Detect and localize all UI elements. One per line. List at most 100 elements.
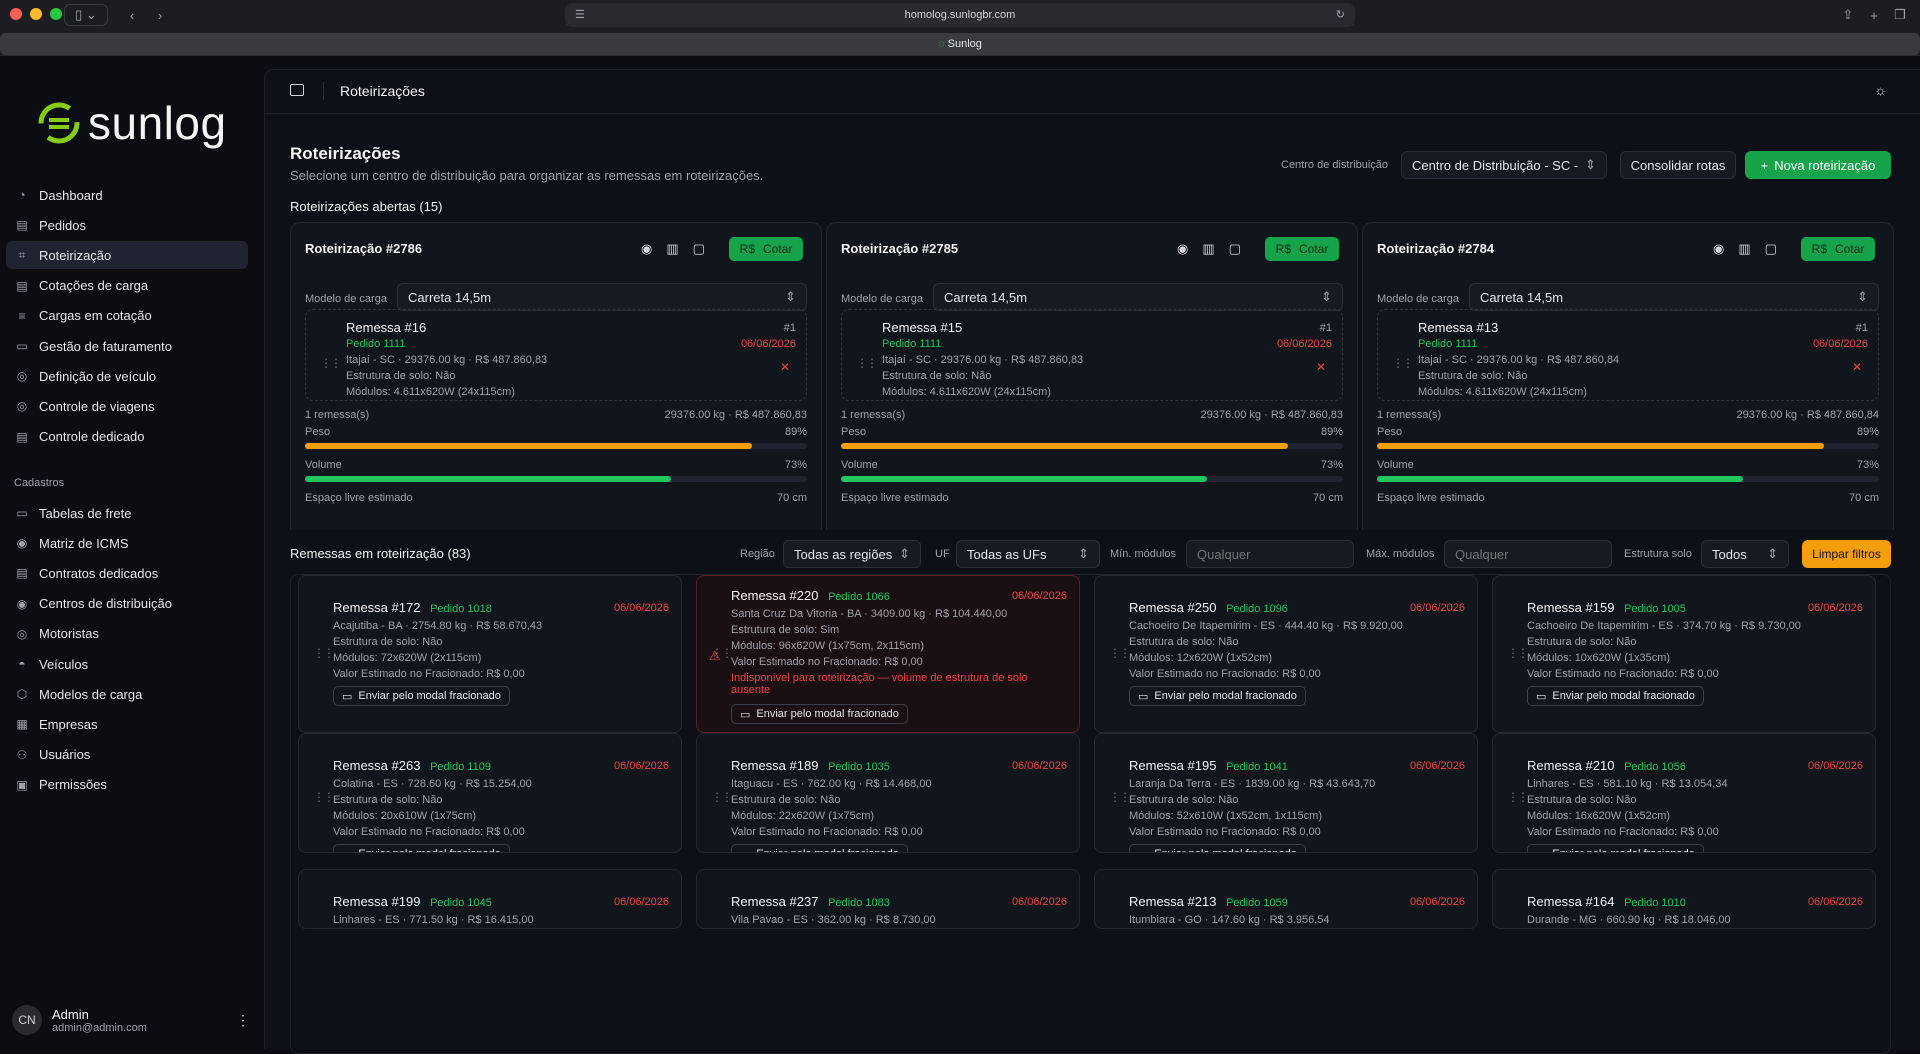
pedido-link[interactable]: Pedido 1035 (828, 761, 890, 773)
enviar-fracionado-button[interactable]: ▭ Enviar pelo modal fracionado (731, 844, 908, 852)
cd-select[interactable]: Centro de Distribuição - SC - ⇕ (1401, 151, 1607, 179)
enviar-fracionado-button[interactable]: ▭ Enviar pelo modal fracionado (1129, 686, 1306, 706)
drag-handle-icon[interactable]: ⋮⋮ (1109, 926, 1131, 928)
sidebar-item-usuarios[interactable]: ⚇ Usuários (6, 741, 248, 769)
cotar-button[interactable]: R$ Cotar (1265, 237, 1339, 261)
sidebar-item-cargas-em-cotacao[interactable]: ≡ Cargas em cotação (6, 302, 248, 330)
remessa-card[interactable]: ⋮⋮ Remessa #210 Pedido 1056 06/06/2026 L… (1492, 733, 1876, 853)
remove-icon[interactable]: ✕ (1315, 360, 1326, 374)
drag-handle-icon[interactable]: ⋮⋮ (1109, 790, 1131, 804)
remessa-card[interactable]: ⋮⋮ Remessa #250 Pedido 1096 06/06/2026 C… (1094, 575, 1478, 733)
new-tab-icon[interactable]: + (1870, 7, 1878, 23)
enviar-fracionado-button[interactable]: ▭ Enviar pelo modal fracionado (333, 686, 510, 706)
map-icon[interactable]: ▥ (666, 241, 679, 256)
close-window-button[interactable] (10, 8, 22, 20)
remove-icon[interactable]: ✕ (1851, 360, 1862, 374)
remessa-item[interactable]: ⋮⋮ Remessa #16 #1 Pedido 1111 06/06/2026… (305, 309, 807, 401)
enviar-fracionado-button[interactable]: ▭ Enviar pelo modal fracionado (1527, 686, 1704, 706)
drag-handle-icon[interactable]: ⋮⋮ (313, 790, 335, 804)
user-profile[interactable]: CN Admin admin@admin.com ⋮ (12, 1002, 250, 1038)
maximize-window-button[interactable] (50, 8, 62, 20)
enviar-fracionado-button[interactable]: ▭ Enviar pelo modal fracionado (731, 704, 908, 724)
remessa-card[interactable]: ⋮⋮ Remessa #237 Pedido 1083 06/06/2026 V… (696, 869, 1080, 929)
modelo-select[interactable]: Carreta 14,5m ⇕ (933, 283, 1343, 311)
max-modulos-input[interactable] (1444, 540, 1612, 568)
sidebar-item-modelos-de-carga[interactable]: ⬡ Modelos de carga (6, 680, 248, 708)
drag-handle-icon[interactable]: ⋮⋮ (1507, 790, 1529, 804)
consolidar-rotas-button[interactable]: Consolidar rotas (1620, 151, 1736, 179)
drag-handle-icon[interactable]: ⋮⋮ (1507, 926, 1529, 928)
pedido-link[interactable]: Pedido 1018 (430, 603, 492, 615)
drag-handle-icon[interactable]: ⋮⋮ (711, 790, 733, 804)
drag-handle-icon[interactable]: ⋮⋮ (313, 926, 335, 928)
tab-sunlog[interactable]: ◌ Sunlog (0, 33, 1920, 55)
remessa-card[interactable]: ⋮⋮ Remessa #263 Pedido 1109 06/06/2026 C… (298, 733, 682, 853)
drag-handle-icon[interactable]: ⋮⋮ (1507, 646, 1529, 660)
pedido-link[interactable]: Pedido 1010 (1624, 897, 1686, 909)
sidebar-item-controle-dedicado[interactable]: ▤ Controle dedicado (6, 423, 248, 451)
logo[interactable]: sunlog (36, 96, 227, 150)
remessa-card[interactable]: ⋮⋮ Remessa #159 Pedido 1005 06/06/2026 C… (1492, 575, 1876, 733)
tab-overview-icon[interactable]: ❐ (1894, 7, 1906, 22)
pedido-link[interactable]: Pedido 1005 (1624, 603, 1686, 615)
pedido-link[interactable]: Pedido 1066 (828, 591, 890, 603)
sidebar-toggle-icon[interactable]: ▯ ⌄ (64, 4, 108, 26)
minimize-window-button[interactable] (30, 8, 42, 20)
remessa-card[interactable]: ⋮⋮ Remessa #164 Pedido 1010 06/06/2026 D… (1492, 869, 1876, 929)
eye-icon[interactable]: ◉ (1177, 241, 1189, 256)
drag-handle-icon[interactable]: ⋮⋮ (1392, 356, 1414, 370)
remove-icon[interactable]: ✕ (779, 360, 790, 374)
remessa-card[interactable]: ⋮⋮ Remessa #213 Pedido 1059 06/06/2026 I… (1094, 869, 1478, 929)
cotar-button[interactable]: R$ Cotar (1801, 237, 1875, 261)
remessa-card[interactable]: ⋮⋮ Remessa #172 Pedido 1018 06/06/2026 A… (298, 575, 682, 733)
sidebar-item-gestao-de-faturamento[interactable]: ▭ Gestão de faturamento (6, 332, 248, 360)
remessa-item[interactable]: ⋮⋮ Remessa #15 #1 Pedido 1111 06/06/2026… (841, 309, 1343, 401)
drag-handle-icon[interactable]: ⋮⋮ (313, 646, 335, 660)
more-options-icon[interactable]: ⋮ (236, 1011, 250, 1028)
sidebar-item-veiculos[interactable]: ◓ Veículos (6, 650, 248, 678)
sidebar-item-definicao-de-veiculo[interactable]: ◎ Definição de veículo (6, 362, 248, 390)
sidebar-item-cotacoes-de-carga[interactable]: ▤ Cotações de carga (6, 272, 248, 300)
address-bar[interactable]: ☰ homolog.sunlogbr.com ↻ (565, 3, 1355, 27)
sidebar-item-tabelas-de-frete[interactable]: ▭ Tabelas de frete (6, 499, 248, 527)
estrutura-select[interactable]: Todos ⇕ (1701, 540, 1789, 568)
pedido-link[interactable]: Pedido 1111 (1418, 338, 1478, 350)
pedido-link[interactable]: Pedido 1083 (828, 897, 890, 909)
modelo-select[interactable]: Carreta 14,5m ⇕ (1469, 283, 1879, 311)
pedido-link[interactable]: Pedido 1096 (1226, 603, 1288, 615)
enviar-fracionado-button[interactable]: ▭ Enviar pelo modal fracionado (1129, 844, 1306, 852)
remessa-card[interactable]: ⋮⋮ Remessa #189 Pedido 1035 06/06/2026 I… (696, 733, 1080, 853)
drag-handle-icon[interactable]: ⋮⋮ (711, 646, 733, 660)
enviar-fracionado-button[interactable]: ▭ Enviar pelo modal fracionado (1527, 844, 1704, 852)
drag-handle-icon[interactable]: ⋮⋮ (856, 356, 878, 370)
map-icon[interactable]: ▥ (1202, 241, 1215, 256)
map-icon[interactable]: ▥ (1738, 241, 1751, 256)
enviar-fracionado-button[interactable]: ▭ Enviar pelo modal fracionado (333, 844, 510, 852)
drag-handle-icon[interactable]: ⋮⋮ (1109, 646, 1131, 660)
sidebar-item-controle-de-viagens[interactable]: ◎ Controle de viagens (6, 392, 248, 420)
unlock-icon[interactable]: ▢ (692, 241, 705, 256)
unlock-icon[interactable]: ▢ (1228, 241, 1241, 256)
pedido-link[interactable]: Pedido 1041 (1226, 761, 1288, 773)
cotar-button[interactable]: R$ Cotar (729, 237, 803, 261)
sidebar-item-pedidos[interactable]: ▤ Pedidos (6, 211, 248, 239)
sidebar-item-empresas[interactable]: ▦ Empresas (6, 710, 248, 738)
back-icon[interactable]: ‹ (129, 7, 135, 23)
sidebar-item-centros-de-distribuicao[interactable]: ◉ Centros de distribuição (6, 590, 248, 618)
drag-handle-icon[interactable]: ⋮⋮ (711, 926, 733, 928)
regiao-select[interactable]: Todas as regiões ⇕ (783, 540, 921, 568)
remessa-card[interactable]: ⋮⋮ Remessa #220 Pedido 1066 06/06/2026 S… (696, 575, 1080, 733)
drag-handle-icon[interactable]: ⋮⋮ (320, 356, 342, 370)
reload-icon[interactable]: ↻ (1335, 9, 1345, 21)
forward-icon[interactable]: › (157, 7, 163, 23)
pedido-link[interactable]: Pedido 1059 (1226, 897, 1288, 909)
panel-toggle-icon[interactable] (290, 84, 304, 96)
sidebar-item-contratos-dedicados[interactable]: ▤ Contratos dedicados (6, 559, 248, 587)
uf-select[interactable]: Todas as UFs ⇕ (956, 540, 1100, 568)
sidebar-item-motoristas[interactable]: ◎ Motoristas (6, 620, 248, 648)
pedido-link[interactable]: Pedido 1111 (346, 338, 406, 350)
nova-roteirizacao-button[interactable]: + Nova roteirização (1745, 151, 1891, 179)
unlock-icon[interactable]: ▢ (1764, 241, 1777, 256)
pedido-link[interactable]: Pedido 1045 (430, 897, 492, 909)
modelo-select[interactable]: Carreta 14,5m ⇕ (397, 283, 807, 311)
